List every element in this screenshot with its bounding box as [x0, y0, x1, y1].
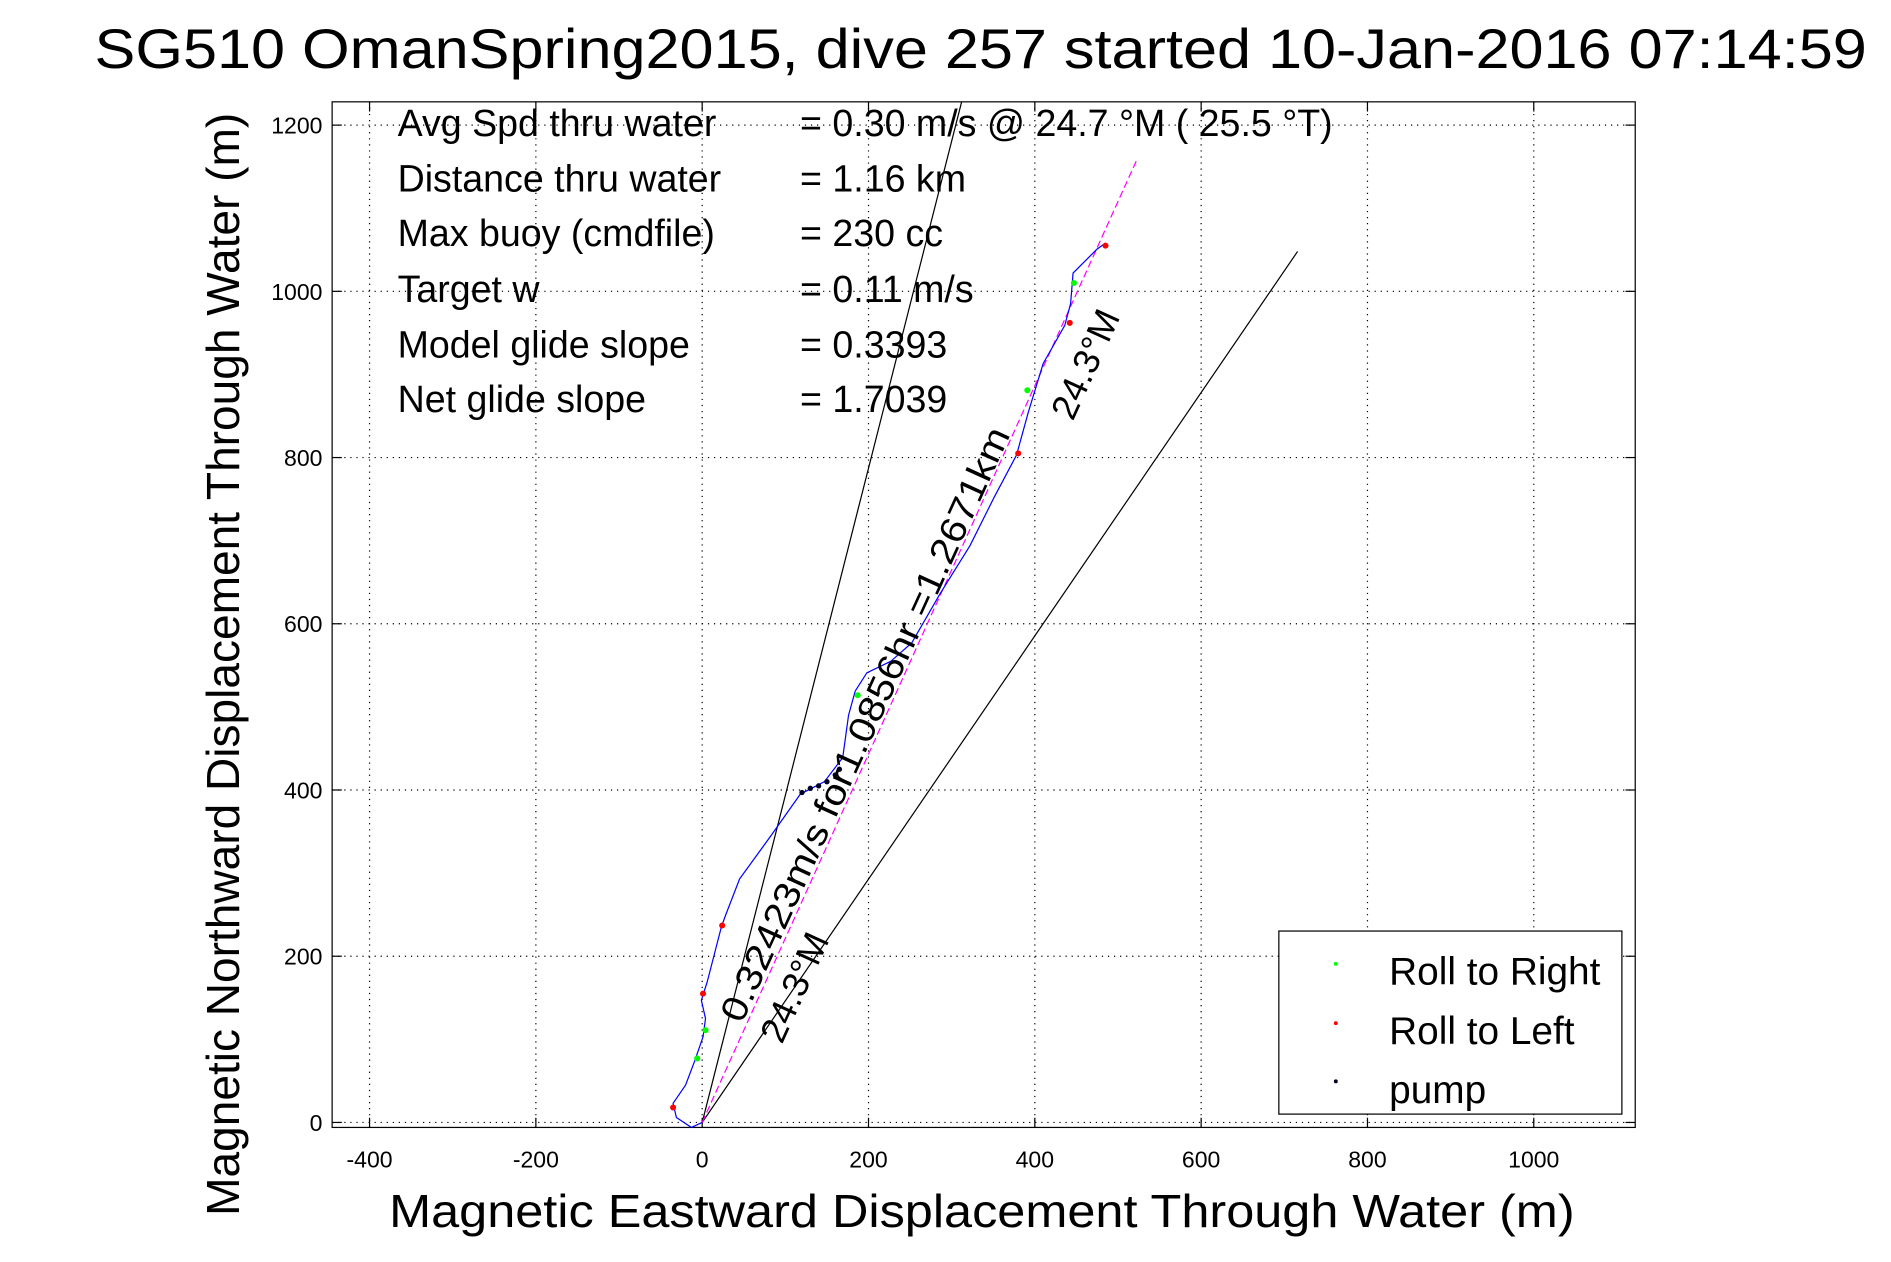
current-vector — [701, 158, 1138, 1123]
y-axis-label: Magnetic Northward Displacement Through … — [197, 113, 249, 1216]
pump-point — [824, 779, 830, 785]
roll-to-right-point — [1024, 387, 1031, 394]
stat-label: Target w — [398, 268, 541, 310]
stat-value: = 0.30 m/s @ 24.7 °M ( 25.5 °T) — [800, 102, 1333, 144]
chart-title: SG510 OmanSpring2015, dive 257 started 1… — [95, 18, 1867, 80]
stat-label: Model glide slope — [398, 324, 690, 366]
x-tick-label: 600 — [1182, 1146, 1220, 1172]
y-tick-label: 200 — [284, 944, 322, 970]
stat-value: = 1.16 km — [800, 158, 966, 200]
pump-point — [832, 772, 838, 778]
x-tick-label: 0 — [696, 1146, 709, 1172]
stats-block: Avg Spd thru water = 0.30 m/s @ 24.7 °M … — [398, 102, 1333, 420]
roll-to-left-point — [1066, 319, 1073, 326]
x-axis-label: Magnetic Eastward Displacement Through W… — [389, 1185, 1575, 1237]
x-tick-label: 800 — [1348, 1146, 1386, 1172]
legend-marker-roll-left — [1333, 1021, 1338, 1026]
pump-point — [815, 783, 822, 789]
y-tick-label: 600 — [284, 611, 322, 637]
legend-marker-roll-right — [1333, 961, 1338, 966]
legend-marker-pump — [1333, 1079, 1338, 1084]
pump-point — [836, 766, 843, 772]
reference-lines — [701, 101, 1299, 1123]
heading-bound-right — [701, 251, 1299, 1123]
pump-point — [799, 789, 805, 796]
roll-to-left-point — [699, 990, 707, 997]
plot-frame — [331, 101, 1636, 1129]
stat-value: = 0.11 m/s — [800, 268, 974, 310]
x-tick-label: 400 — [1016, 1146, 1054, 1172]
roll-to-left-point — [1102, 242, 1109, 249]
y-tick-label: 1000 — [271, 279, 322, 305]
stat-value: = 230 cc — [800, 212, 943, 254]
roll-to-right-point — [854, 692, 861, 699]
y-tick-label: 400 — [284, 777, 322, 803]
pump-point — [807, 785, 813, 792]
axis-ticks: -400 -200 0 200 400 600 800 1000 0 200 400 600 800 10… — [271, 101, 1636, 1172]
roll-to-left-point — [719, 922, 726, 929]
stat-value: = 0.3393 — [800, 324, 947, 366]
roll-to-left-point — [1015, 450, 1022, 457]
series — [670, 242, 1109, 1129]
legend-label-roll-right: Roll to Right — [1389, 950, 1600, 993]
current-annotation: 0.32423m/s for1.0856hr =1.2671km — [712, 421, 1018, 1028]
heading-annotation-high: 24.3°M — [1043, 303, 1128, 425]
legend-label-pump: pump — [1389, 1069, 1486, 1112]
x-tick-label: -200 — [513, 1146, 559, 1172]
roll-to-right-point — [702, 1027, 709, 1034]
track-line — [672, 242, 1106, 1129]
y-tick-label: 1200 — [271, 113, 322, 139]
x-tick-label: 200 — [849, 1146, 887, 1172]
legend-label-roll-left: Roll to Left — [1389, 1010, 1575, 1053]
x-tick-label: -400 — [347, 1146, 393, 1172]
heading-bound-left — [701, 101, 963, 1123]
stat-label: Max buoy (cmdfile) — [398, 212, 715, 254]
stat-label: Net glide slope — [398, 378, 646, 420]
y-tick-label: 0 — [310, 1110, 323, 1136]
stat-value: = 1.7039 — [800, 378, 947, 420]
roll-to-right-point — [694, 1055, 701, 1062]
x-tick-label: 1000 — [1508, 1146, 1559, 1172]
stat-label: Avg Spd thru water — [398, 102, 717, 144]
stat-label: Distance thru water — [398, 158, 722, 200]
roll-to-left-point — [670, 1104, 677, 1111]
y-tick-label: 800 — [284, 445, 322, 471]
legend: Roll to Right Roll to Left pump — [1278, 930, 1623, 1115]
roll-to-right-point — [1070, 279, 1077, 287]
